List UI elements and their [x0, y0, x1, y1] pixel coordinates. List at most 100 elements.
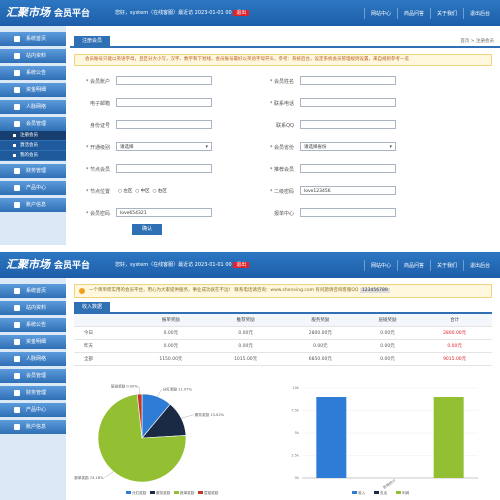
- table-header-row: 报单奖励 推荐奖励 服务奖励 层碰奖励 合计: [74, 314, 492, 327]
- legend-swatch: [174, 491, 179, 494]
- radio-left[interactable]: ○ 左区: [118, 189, 133, 194]
- sidebar-item-network[interactable]: 人脉网络: [0, 100, 66, 114]
- field-label: 报单中心: [273, 211, 294, 217]
- sidebar-subitem-register[interactable]: 注册会员: [0, 131, 66, 141]
- field-label: * 二级密码: [269, 189, 294, 195]
- sidebar-item-network[interactable]: 人脉网络: [0, 352, 66, 366]
- top-nav-item[interactable]: 关于我们: [429, 260, 463, 271]
- legend-label[interactable]: 支出: [380, 490, 388, 495]
- field-label: * 会员姓名: [269, 79, 294, 85]
- table-row: 昨天 0.00元 0.00元 0.00元 0.00元 0.00元: [74, 339, 492, 353]
- top-nav-item[interactable]: 退出后台: [462, 260, 496, 271]
- sidebar: 系统首页 站内资料 系统公告 资金明细 人脉网络 会员管理 注册会员 激活会员 …: [0, 26, 66, 245]
- table-cell: 1150.00元: [133, 352, 209, 366]
- top-nav-item[interactable]: 退出后台: [462, 8, 496, 19]
- top-nav: 网站中心 商品问答 关于我们 退出后台: [363, 8, 496, 19]
- table-cell: 0.00元: [357, 352, 418, 366]
- referrer-input[interactable]: [300, 164, 396, 173]
- sidebar-subitem-activate[interactable]: 激活会员: [0, 141, 66, 151]
- field-label: 电子邮箱: [89, 101, 110, 107]
- tab-income-data[interactable]: 收入数据: [74, 302, 111, 312]
- node-member-input[interactable]: [116, 164, 212, 173]
- id-card-input[interactable]: [116, 120, 212, 129]
- logout-badge[interactable]: 退出: [233, 10, 250, 16]
- phone-input[interactable]: [300, 98, 396, 107]
- bullet-icon: [13, 144, 16, 147]
- sidebar-item-profile[interactable]: 站内资料: [0, 49, 66, 63]
- table-cell: 2800.00元: [282, 326, 358, 340]
- top-nav-item[interactable]: 商品问答: [396, 260, 430, 271]
- legend-label[interactable]: 利润: [402, 490, 410, 495]
- pie-label-line: [104, 471, 114, 478]
- field-label: 联系QQ: [276, 123, 294, 129]
- bar-0: [316, 397, 347, 478]
- y-tick-label: 10k: [292, 386, 300, 390]
- legend-label[interactable]: 收入: [358, 490, 366, 495]
- sidebar-item-notice[interactable]: 系统公告: [0, 318, 66, 332]
- member-name-input[interactable]: [300, 76, 396, 85]
- legend-swatch: [374, 491, 379, 494]
- sidebar-item-account[interactable]: 账户信息: [0, 420, 66, 434]
- node-position-radios: ○ 左区 ○ 中区 ○ 右区: [118, 188, 167, 194]
- tab-register[interactable]: 注册会员: [74, 36, 111, 46]
- table-cell: 0.00元: [208, 326, 283, 340]
- legend-label[interactable]: 服务奖励: [156, 490, 171, 495]
- logout-badge[interactable]: 退出: [233, 262, 250, 268]
- breadcrumb-path: 首页 > 注册会员: [460, 39, 494, 44]
- confirm-button[interactable]: 确认: [132, 224, 162, 235]
- account-icon: [14, 424, 20, 430]
- notice-icon: [14, 70, 20, 76]
- announcement-bar: 一个简单而实用的会员平台，用心为大家提供服务，事业成功就在不远！ 联系电话请咨询…: [74, 284, 492, 298]
- sidebar-item-finance[interactable]: 财务管理: [0, 164, 66, 178]
- top-nav-item[interactable]: 商品问答: [396, 8, 430, 19]
- main-content: 注册会员 首页 > 注册会员 会员账号只能以英语字母，且区分大小写，汉字、数字和…: [70, 26, 500, 245]
- field-label: * 节点位置: [85, 189, 110, 195]
- sidebar-item-members[interactable]: 会员管理: [0, 117, 66, 131]
- sidebar-item-account[interactable]: 账户信息: [0, 198, 66, 212]
- province-select[interactable]: 请选择省份: [300, 142, 396, 152]
- product-icon: [14, 185, 20, 191]
- sidebar-item-funds[interactable]: 资金明细: [0, 335, 66, 349]
- top-nav-item[interactable]: 关于我们: [429, 8, 463, 19]
- pie-data-label: 层碰奖励 0.00%: [111, 384, 139, 389]
- email-input[interactable]: [116, 98, 212, 107]
- sidebar-subitem-mine[interactable]: 我的会员: [0, 151, 66, 161]
- total-cell: 2800.00元: [417, 326, 492, 340]
- order-center-input[interactable]: [300, 208, 396, 217]
- radio-middle[interactable]: ○ 中区: [135, 189, 150, 194]
- sidebar-item-products[interactable]: 产品中心: [0, 403, 66, 417]
- password-input[interactable]: love654321: [116, 208, 212, 217]
- member-account-input[interactable]: [116, 76, 212, 85]
- total-cell: 0.00元: [417, 339, 492, 353]
- register-member-screen: 汇聚市场 会员平台 您好，system（在线客服）最近访 2023-01-01 0…: [0, 0, 500, 245]
- radio-right[interactable]: ○ 右区: [152, 189, 167, 194]
- second-password-input[interactable]: love123456: [300, 186, 396, 195]
- table-row: 今日 0.00元 0.00元 2800.00元 0.00元 2800.00元: [74, 326, 492, 340]
- sidebar-item-home[interactable]: 系统首页: [0, 32, 66, 46]
- sidebar-item-home[interactable]: 系统首页: [0, 284, 66, 298]
- legend-label[interactable]: 分红奖励: [132, 490, 147, 495]
- level-select[interactable]: 请选择: [116, 142, 212, 152]
- pie-label-line: [138, 386, 140, 395]
- sidebar-item-notice[interactable]: 系统公告: [0, 66, 66, 80]
- qq-input[interactable]: [300, 120, 396, 129]
- bullet-icon: [13, 134, 16, 137]
- sidebar-item-products[interactable]: 产品中心: [0, 181, 66, 195]
- pie-label-line: [156, 389, 162, 397]
- row-label: 全部: [74, 352, 134, 366]
- network-icon: [14, 104, 20, 110]
- sidebar-item-profile[interactable]: 站内资料: [0, 301, 66, 315]
- total-cell: 9015.00元: [417, 352, 492, 366]
- top-nav-item[interactable]: 网站中心: [363, 260, 397, 271]
- table-cell: 0.00元: [133, 339, 209, 353]
- sidebar-item-members[interactable]: 会员管理: [0, 369, 66, 383]
- user-info: 您好，system（在线客服）最近访 2023-01-01 00 退出: [115, 9, 250, 16]
- top-nav-item[interactable]: 网站中心: [363, 8, 397, 19]
- sidebar-item-finance[interactable]: 财务管理: [0, 386, 66, 400]
- legend-label[interactable]: 报单奖励: [180, 490, 195, 495]
- field-label: * 会员密码: [85, 211, 110, 217]
- sidebar-item-funds[interactable]: 资金明细: [0, 83, 66, 97]
- table-cell: 0.00元: [133, 326, 209, 340]
- legend-label[interactable]: 层碰奖励: [204, 490, 219, 495]
